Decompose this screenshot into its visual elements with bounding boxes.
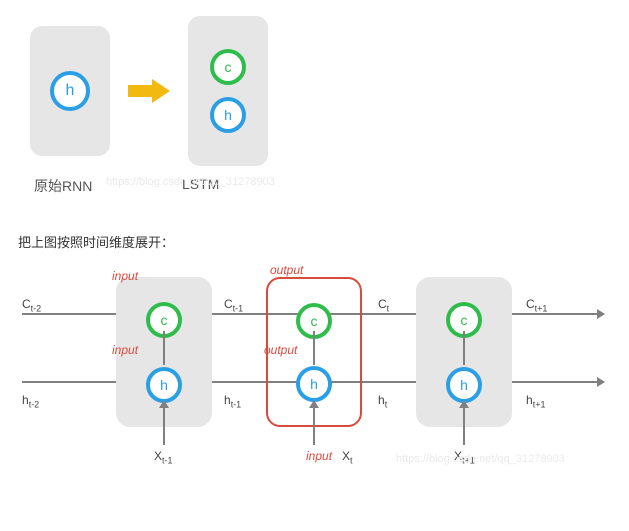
lbl-c-p1: Ct+1 (526, 297, 547, 313)
lbl-h-m1: ht-1 (224, 393, 241, 409)
ann-output-c: output (270, 263, 303, 277)
lbl-c-in: Ct-2 (22, 297, 41, 313)
lbl-h-p1: ht+1 (526, 393, 545, 409)
rnn-h-node: h (50, 71, 90, 111)
lbl-c-t: Ct (378, 297, 389, 313)
lstm-label: LSTM (182, 176, 272, 196)
top-comparison: h c h (30, 16, 613, 166)
caption-text: 把上图按照时间维度展开： (18, 232, 613, 251)
lstm-c-node: c (210, 49, 246, 85)
unrolled-diagram: c h c h c h input input output output in… (16, 263, 616, 473)
x-arrow-t-1 (163, 401, 165, 445)
ann-input-x: input (306, 449, 332, 463)
ann-input-c: input (112, 269, 138, 283)
lbl-h-t: ht (378, 393, 387, 409)
ch-link-3 (463, 331, 465, 365)
ann-input-h: input (112, 343, 138, 357)
rnn-box: h (30, 26, 110, 156)
watermark-2: https://blog.csdn.net/qq_31278903 (396, 453, 565, 465)
lbl-x-t: Xt (342, 449, 353, 465)
lbl-x-p1: Xt+1 (454, 449, 475, 465)
lstm-h-node: h (210, 97, 246, 133)
ann-output-h: output (264, 343, 297, 357)
h-node-t: h (296, 366, 332, 402)
ch-link-1 (163, 331, 165, 365)
arrow-icon (128, 79, 170, 103)
lstm-box: c h (188, 16, 268, 166)
lbl-x-m1: Xt-1 (154, 449, 173, 465)
rnn-label: 原始RNN (34, 176, 124, 196)
h-node-t+1: h (446, 367, 482, 403)
h-node-t-1: h (146, 367, 182, 403)
ch-link-2 (313, 331, 315, 365)
x-arrow-t (313, 401, 315, 445)
top-labels: 原始RNN LSTM (34, 176, 613, 196)
lbl-h-in: ht-2 (22, 393, 39, 409)
lbl-c-m1: Ct-1 (224, 297, 243, 313)
x-arrow-t+1 (463, 401, 465, 445)
